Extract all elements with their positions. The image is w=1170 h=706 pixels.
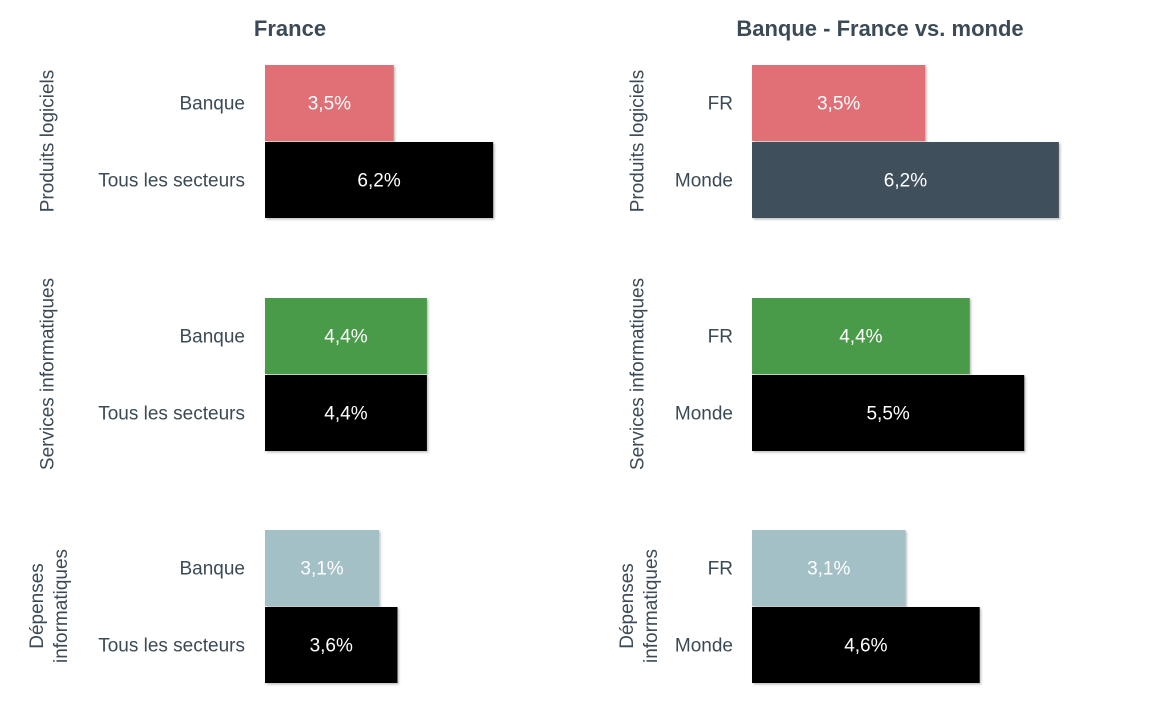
bar-value-label: 3,5% [308, 94, 351, 115]
group-label-produits-logiciels: Produits logiciels [628, 70, 649, 213]
row-label-tous-les-secteurs: Tous les secteurs [98, 636, 245, 657]
bar-value-label: 6,2% [884, 171, 927, 192]
group-label-services-informatiques: Services informatiques [628, 278, 649, 470]
row-label-fr: FR [708, 559, 733, 580]
group-label-depenses-informatiques: Dépenses informatiques [27, 549, 72, 663]
panel-france: Produits logiciels 3,5% Banque 6,2% Tous les… [27, 65, 494, 683]
row-label-tous-les-secteurs: Tous les secteurs [98, 404, 245, 425]
bar-value-label: 3,1% [807, 559, 850, 580]
bar-value-label: 6,2% [357, 171, 400, 192]
panel-title-banque-france-vs-monde: Banque - France vs. monde [736, 16, 1023, 41]
row-label-fr: FR [708, 94, 733, 115]
row-label-banque: Banque [179, 559, 245, 580]
bar-value-label: 4,4% [324, 327, 367, 348]
group-label-depenses-informatiques: Dépenses informatiques [617, 549, 662, 663]
group-label-produits-logiciels: Produits logiciels [38, 70, 59, 213]
bar-value-label: 5,5% [866, 404, 909, 425]
bar-value-label: 3,5% [817, 94, 860, 115]
bar-produits-logiciels-fr [752, 65, 926, 141]
row-label-monde: Monde [675, 636, 733, 657]
bar-services-informatiques-tous-les-secteurs [265, 375, 427, 451]
bar-depenses-informatiques-tous-les-secteurs [265, 607, 398, 683]
panel-title-france: France [254, 16, 326, 41]
bar-depenses-informatiques-banque [265, 530, 380, 606]
bar-services-informatiques-fr [752, 298, 970, 374]
row-label-monde: Monde [675, 171, 733, 192]
bar-depenses-informatiques-fr [752, 530, 906, 606]
bar-value-label: 4,6% [844, 636, 887, 657]
panel-banque-france-vs-monde: Produits logiciels 3,5% FR 6,2% Monde Service… [617, 65, 1059, 683]
bar-produits-logiciels-banque [265, 65, 394, 141]
group-label-services-informatiques: Services informatiques [38, 278, 59, 470]
bar-value-label: 3,1% [300, 559, 343, 580]
bar-services-informatiques-monde [752, 375, 1025, 451]
bar-produits-logiciels-tous-les-secteurs [265, 142, 494, 218]
row-label-monde: Monde [675, 404, 733, 425]
bar-value-label: 4,4% [839, 327, 882, 348]
bar-value-label: 3,6% [310, 636, 353, 657]
bar-depenses-informatiques-monde [752, 607, 980, 683]
row-label-tous-les-secteurs: Tous les secteurs [98, 171, 245, 192]
bar-value-label: 4,4% [324, 404, 367, 425]
row-label-banque: Banque [179, 327, 245, 348]
row-label-fr: FR [708, 327, 733, 348]
bar-services-informatiques-banque [265, 298, 427, 374]
row-label-banque: Banque [179, 94, 245, 115]
bar-produits-logiciels-monde [752, 142, 1059, 218]
